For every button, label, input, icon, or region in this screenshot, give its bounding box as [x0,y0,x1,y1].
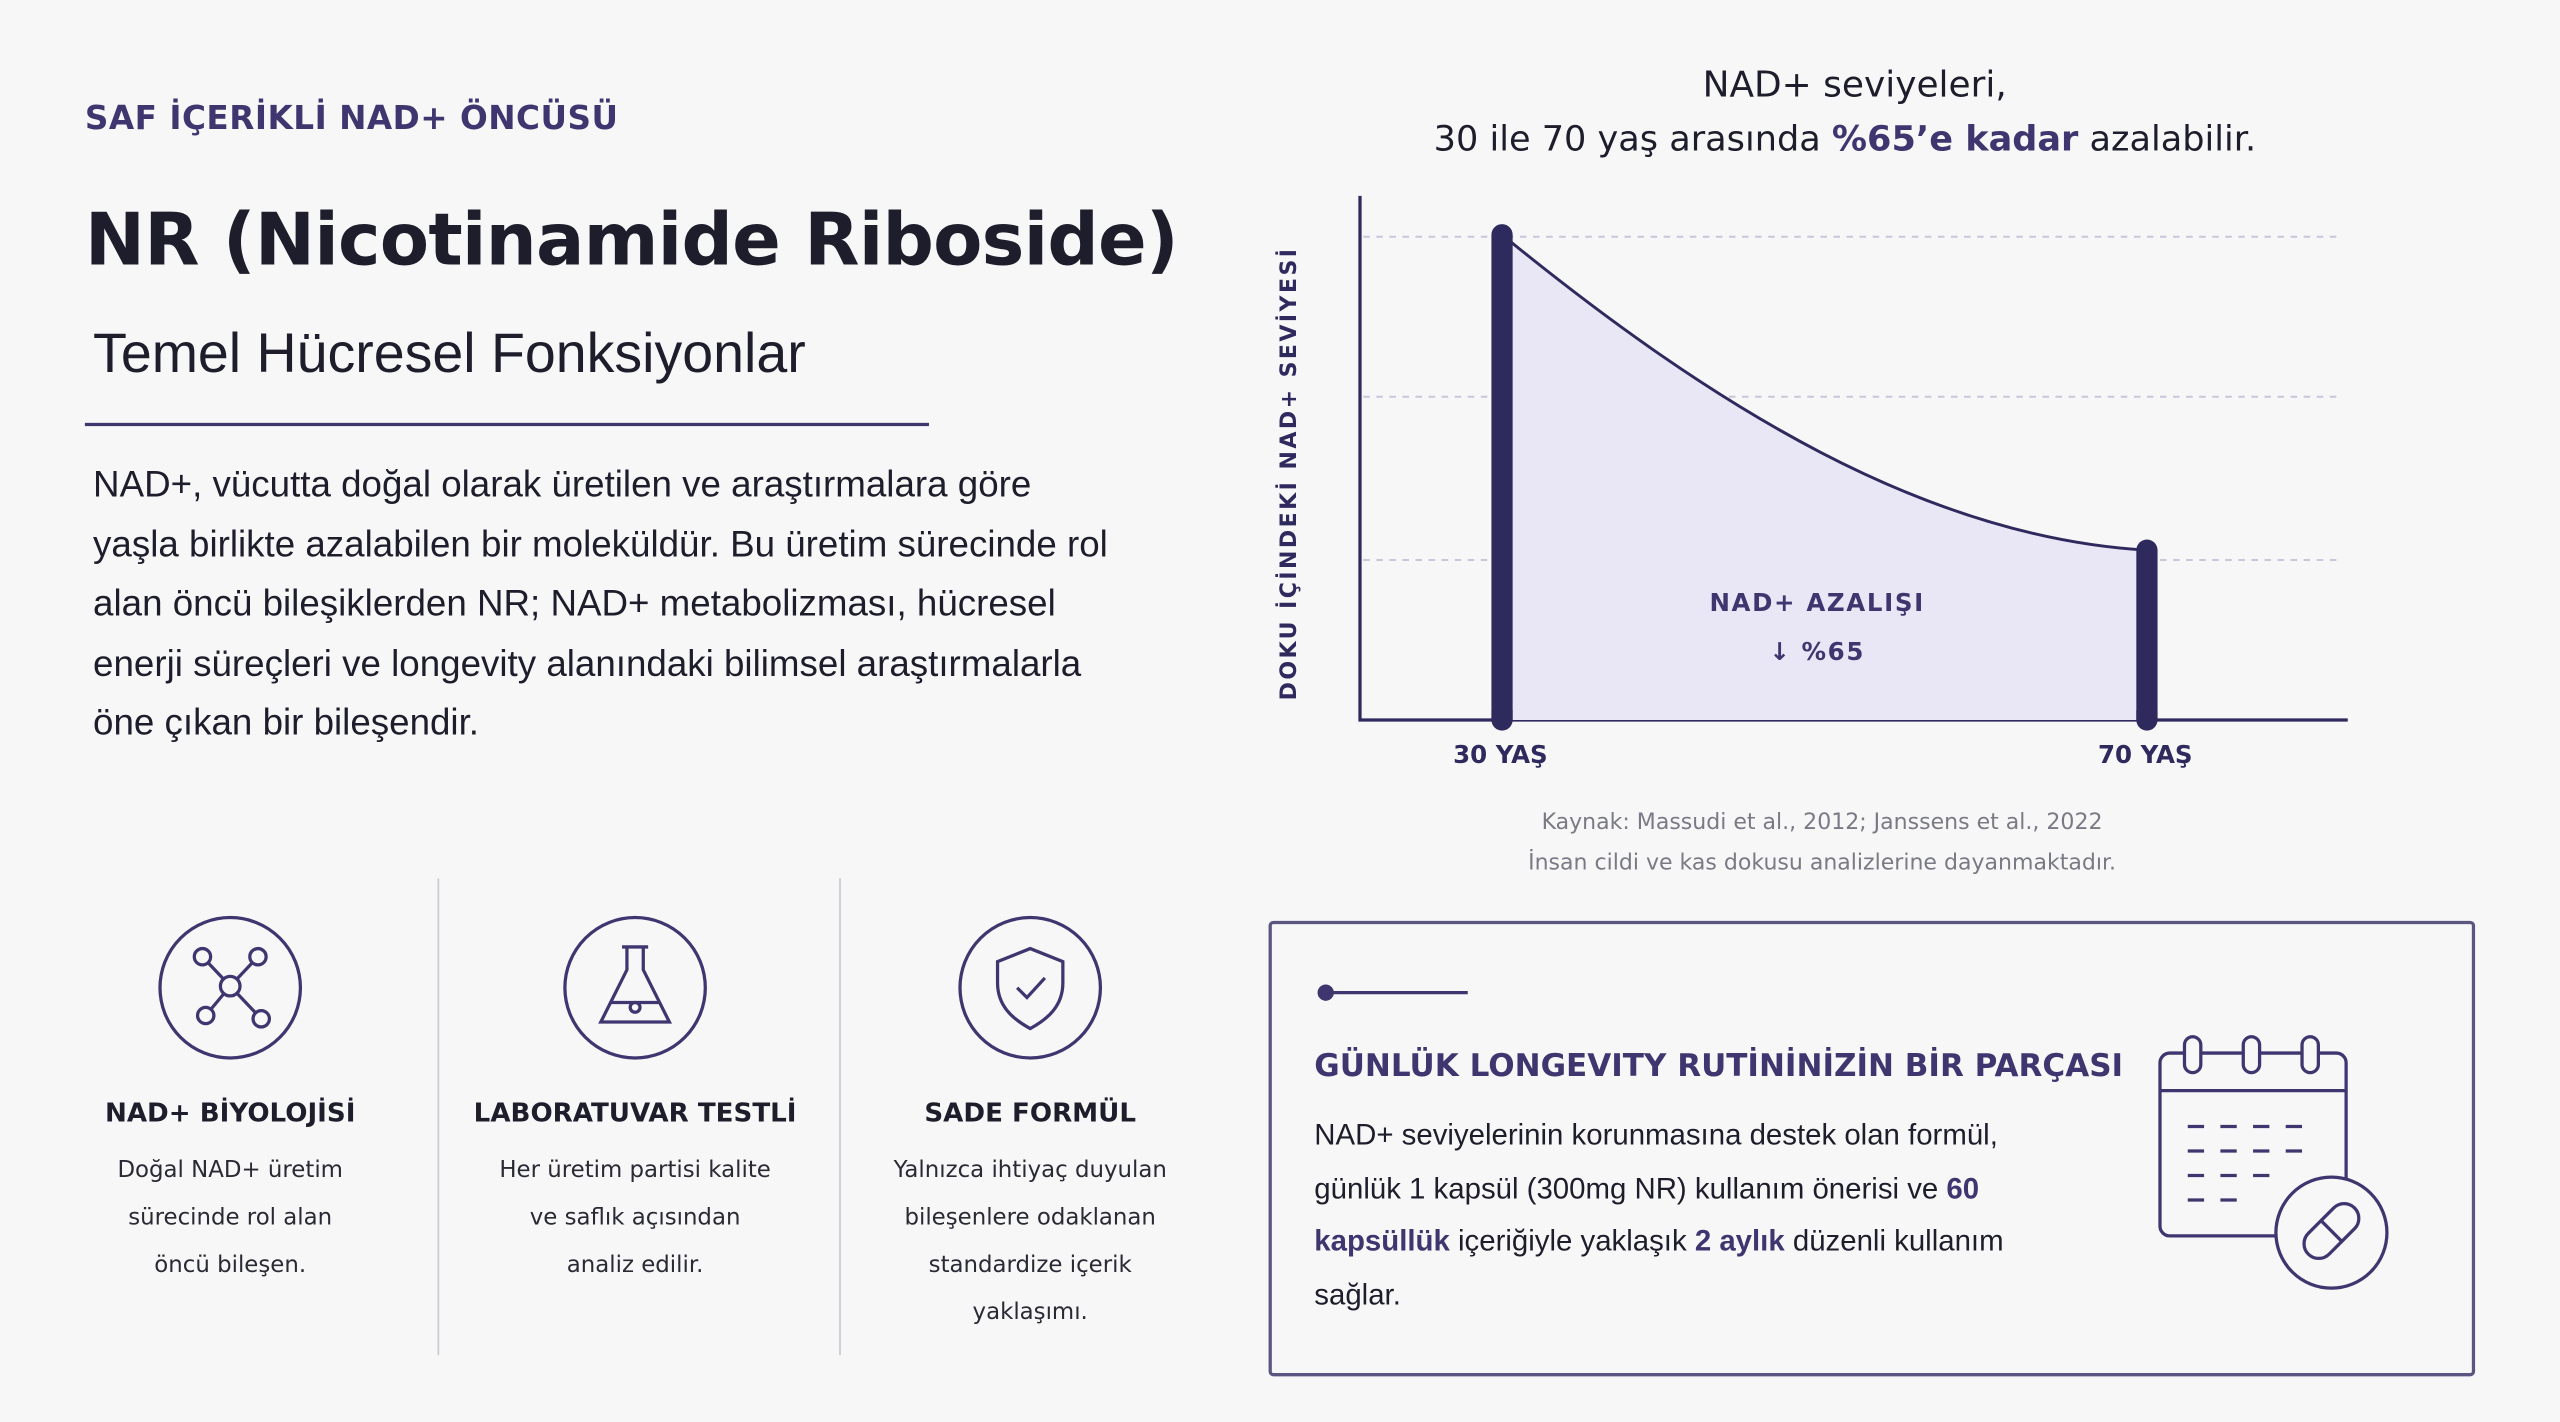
molecule-icon [192,946,272,1029]
feature-title: SADE FORMÜL [924,1097,1137,1129]
annotation: ↓ %65 [1769,637,1865,666]
decline-curve [1501,233,2148,552]
chart-subtitle: 30 ile 70 yaş arasında %65’e kadar azala… [1434,118,2256,159]
feature-text: Yalnızca ihtiyaç duyulan [893,1157,1167,1184]
icon-circle [958,915,1103,1060]
feature-text: Doğal NAD+ üretim [117,1157,343,1184]
feature-text: bileşenlere odaklanan [904,1204,1156,1232]
feature-icons [158,915,1103,1060]
routine-box [1268,920,2476,1377]
subtitle-part: 30 ile 70 yaş arasında [1434,118,1832,159]
text-emphasis: 2 aylık [1694,1224,1785,1258]
feature-text: yaklaşımı. [972,1299,1088,1326]
text-part: düzenli kullanım sağlar. [1314,1224,2004,1311]
subtitle-emphasis: %65’e kadar [1832,118,2079,159]
text-part: içeriğiyle yaklaşık [1449,1224,1695,1258]
feature: SADE FORMÜL Yalnızca ihtiyaç duyulan bileş… [834,914,1226,1337]
bar-foot [2136,710,2158,720]
x-tick-label: 30 YAŞ [1453,740,1548,769]
source-line: İnsan cildi ve kas dokusu analizlerine d… [1528,850,2116,876]
bar-foot [1491,710,1513,720]
chart: NAD+ seviyeleri, 30 ile 70 yaş arasında … [1276,65,2348,876]
divider [437,878,440,1356]
subtitle-part: azalabilir. [2078,118,2256,159]
text-part: NAD+ seviyelerinin korunmasına destek ol… [1314,1118,1998,1205]
feature-title: NAD+ BİYOLOJİSİ [104,1097,356,1129]
feature-text: standardize içerik [928,1252,1132,1279]
shield-icon [995,946,1065,1031]
flask-icon [598,945,673,1024]
divider [839,878,841,1356]
feature-text: ve saflık açısından [529,1204,741,1232]
subtitle: Temel Hücresel Fonksiyonlar [93,323,806,386]
title: NR (Nicotinamide Riboside) [84,199,1179,283]
feature-title: LABORATUVAR TESTLİ [473,1097,797,1129]
intro: NAD+, vücutta doğal olarak üretilen ve a… [93,463,1108,743]
eyebrow: SAF İÇERİKLİ NAD+ ÖNCÜSÜ [84,97,619,138]
feature-text: Her üretim partisi kalite [499,1157,771,1184]
rule [84,422,929,427]
calendar-icon [2158,1035,2389,1290]
icon-circle [563,915,707,1060]
feature-text: öncü bileşen. [154,1252,307,1279]
text-emphasis: 60 kapsüllük [1314,1171,1980,1258]
feature-text: analiz edilir. [566,1252,704,1279]
chart-title: NAD+ seviyeleri, [1703,65,2007,106]
icon-circle [158,915,303,1060]
x-tick-label: 70 YAŞ [2098,740,2193,769]
y-axis-label: DOKU İÇİNDEKİ NAD+ SEVİYESİ [1276,247,1302,701]
source-line: Kaynak: Massudi et al., 2012; Janssens e… [1542,810,2103,835]
routine-decor [1317,984,2389,1290]
routine-title: GÜNLÜK LONGEVITY RUTİNİNİZİN BİR PARÇASI [1314,1048,2124,1085]
feature: LABORATUVAR TESTLİ Her üretim partisi kal… [439,914,831,1290]
routine-text: NAD+ seviyelerinin korunmasına destek ol… [1314,1109,2081,1321]
annotation: NAD+ AZALIŞI [1709,588,1924,617]
feature: NAD+ BİYOLOJİSİ Doğal NAD+ üretim sürecind… [34,914,426,1290]
feature-text: sürecinde rol alan [128,1204,333,1232]
area-fill [1502,234,2147,720]
